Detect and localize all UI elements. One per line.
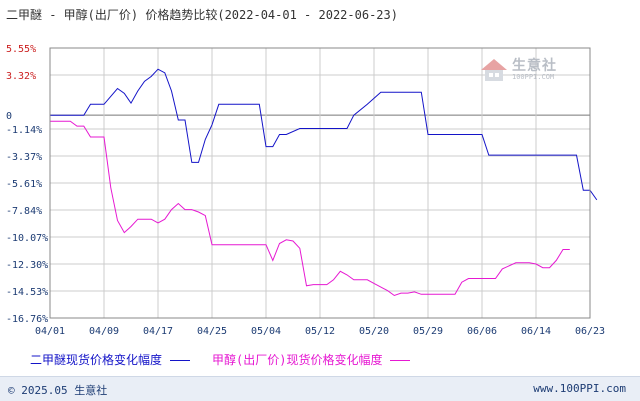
y-tick-label: 3.32% xyxy=(6,71,36,82)
house-logo-icon xyxy=(481,59,507,81)
x-tick-label: 05/20 xyxy=(359,326,389,337)
x-tick-label: 04/25 xyxy=(197,326,227,337)
watermark-url: 100PPI.COM xyxy=(512,73,555,81)
x-tick-label: 04/17 xyxy=(143,326,173,337)
x-tick-label: 05/04 xyxy=(251,326,281,337)
y-tick-label: -12.30% xyxy=(6,260,48,271)
y-tick-label: -14.53% xyxy=(6,287,48,298)
x-tick-label: 06/06 xyxy=(467,326,497,337)
y-tick-label: -3.37% xyxy=(6,152,42,163)
legend-label-series1: 二甲醚现货价格变化幅度 xyxy=(30,353,163,367)
footer: © 2025.05 生意社 www.100PPI.com xyxy=(0,376,640,401)
watermark: 生意社 100PPI.COM xyxy=(480,55,575,85)
legend-item-series2: 甲醇(出厂价)现货价格变化幅度 xyxy=(212,351,411,368)
copyright-text: © 2025.05 生意社 xyxy=(8,384,108,397)
x-axis-ticks: 04/01 04/09 04/17 04/25 05/04 05/12 05/20 05/29… xyxy=(35,326,605,337)
y-tick-label: -5.61% xyxy=(6,179,42,190)
legend-swatch-series1 xyxy=(170,360,191,361)
x-tick-label: 05/29 xyxy=(413,326,443,337)
y-tick-label: 5.55% xyxy=(6,44,36,55)
x-tick-label: 04/09 xyxy=(89,326,119,337)
grid xyxy=(49,47,591,319)
y-tick-label: -10.07% xyxy=(6,233,48,244)
x-tick-label: 06/14 xyxy=(521,326,551,337)
legend-item-series1: 二甲醚现货价格变化幅度 xyxy=(30,351,191,368)
y-tick-label: -1.14% xyxy=(6,125,42,136)
series-lines xyxy=(50,68,598,297)
y-tick-label: -7.84% xyxy=(6,206,42,217)
x-tick-label: 06/23 xyxy=(575,326,605,337)
chart-title: 二甲醚 - 甲醇(出厂价) 价格趋势比较(2022-04-01 - 2022-0… xyxy=(6,8,398,22)
site-url-link[interactable]: www.100PPI.com xyxy=(533,382,626,395)
y-tick-label: 0 xyxy=(6,111,12,122)
x-tick-label: 04/01 xyxy=(35,326,65,337)
series-line-2 xyxy=(50,120,570,297)
x-tick-label: 05/12 xyxy=(305,326,335,337)
legend-label-series2: 甲醇(出厂价)现货价格变化幅度 xyxy=(212,353,383,367)
series-line-1 xyxy=(50,68,598,201)
legend-swatch-series2 xyxy=(390,360,411,361)
y-axis-ticks: 5.55% 3.32% 0 -1.14% -3.37% -5.61% -7.84% -10.0… xyxy=(6,44,48,325)
plot-frame xyxy=(49,47,591,319)
y-tick-label: -16.76% xyxy=(6,314,48,325)
watermark-name: 生意社 xyxy=(512,58,557,74)
